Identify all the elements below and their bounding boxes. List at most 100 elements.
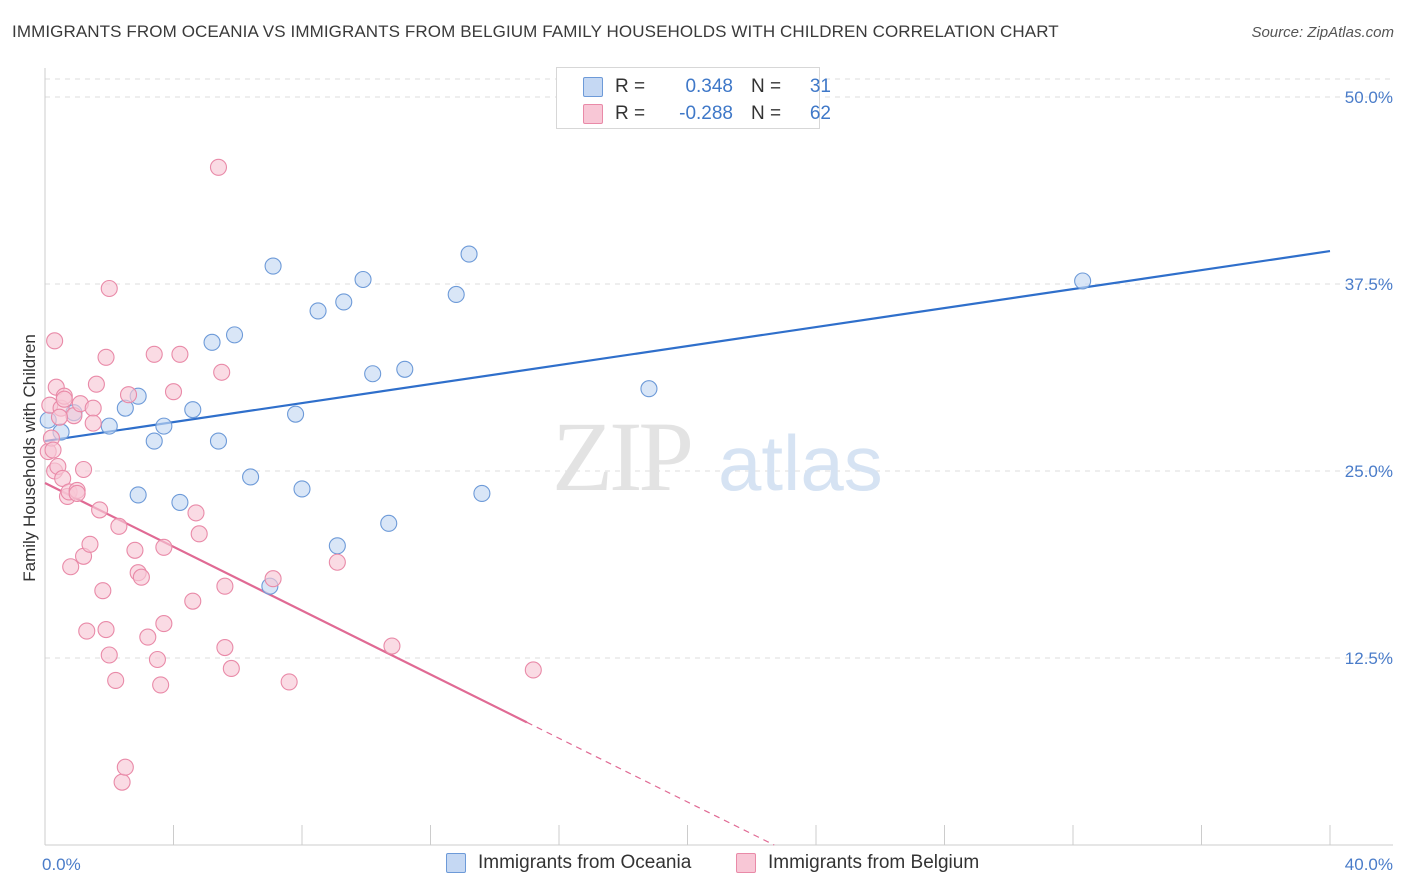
oceania-point [287,405,305,423]
n-value: 31 [809,76,831,97]
legend-item-oceania[interactable]: Immigrants from Oceania [446,852,691,874]
x-tick-label: 0.0% [42,855,81,874]
oceania-point [145,432,163,450]
belgium-point [113,773,131,791]
tick-labels: 12.5% 25.0% 37.5% 50.0% 0.0% 40.0% [42,88,1393,874]
legend-label-oceania: Immigrants from Oceania [478,852,692,873]
belgium-point [68,484,86,502]
belgium-point [50,408,69,426]
grid-lines [45,78,1393,659]
belgium-point [216,577,234,595]
belgium-point [152,676,170,694]
legend-row-belgium: R = -0.288 N = 62 [583,102,831,126]
belgium-point [97,621,115,639]
belgium-point [155,538,173,556]
belgium-point [148,650,166,669]
belgium-point [94,582,112,600]
y-tick-label: 37.5% [1345,275,1393,294]
oceania-legend-swatch [446,853,466,873]
belgium-point [280,673,298,691]
belgium-point [126,541,144,559]
y-axis-label: Family Households with Children [20,334,39,582]
belgium-point [84,399,102,417]
r-label: R = [615,76,646,97]
n-value: 62 [809,103,831,124]
belgium-point [222,659,240,678]
oceania-point [364,365,382,383]
belgium-point [116,758,134,776]
series-legend: Immigrants from Oceania Immigrants from … [0,852,1406,878]
oceania-point [264,257,282,275]
watermark: ZIP atlas [552,401,883,512]
y-tick-label: 25.0% [1345,462,1393,481]
oceania-point [242,468,260,486]
belgium-point [264,570,282,588]
oceania-point [209,432,228,450]
r-value: 0.348 [685,76,733,97]
belgium-trend-extension [526,721,775,846]
belgium-point [107,671,125,689]
belgium-point [383,637,401,655]
oceania-point [129,486,147,504]
belgium-point [213,363,231,381]
belgium-point [119,386,138,404]
belgium-point [75,460,93,479]
belgium-point [100,279,118,298]
oceania-point [203,333,221,351]
oceania-point [447,285,465,304]
belgium-point [187,504,205,522]
watermark-zip: ZIP [552,401,690,512]
oceania-point [354,270,372,289]
belgium-point [84,414,102,432]
belgium-point [91,501,109,519]
watermark-atlas: atlas [718,419,883,507]
belgium-point [62,558,80,576]
belgium-point [97,348,115,366]
oceania-trend-line [44,249,1331,443]
belgium-point [171,345,189,363]
belgium-point [44,441,62,459]
oceania-point [100,417,118,435]
oceania-point [640,380,658,398]
correlation-legend: R = 0.348 N = 31 R = -0.288 N = 62 [556,67,831,129]
belgium-point [110,517,128,535]
oceania-point [335,293,353,311]
oceania-point [460,245,478,263]
r-value: -0.288 [679,103,733,124]
n-label: N = [751,76,782,97]
belgium-point [155,615,173,633]
belgium-point [328,553,346,571]
oceania-point [328,537,346,555]
chart-title: IMMIGRANTS FROM OCEANIA VS IMMIGRANTS FR… [12,22,1059,41]
belgium-point [46,332,64,350]
oceania-swatch [583,77,603,97]
belgium-point [190,525,208,543]
belgium-point [184,592,202,610]
oceania-point [473,484,491,502]
oceania-point [309,302,327,320]
oceania-point [155,417,173,435]
n-label: N = [751,103,782,124]
belgium-point [100,646,118,664]
oceania-point [184,401,202,419]
oceania-point [380,514,398,532]
belgium-point [55,390,73,408]
oceania-point [396,360,414,378]
y-tick-label: 12.5% [1345,649,1393,668]
belgium-point [216,638,234,657]
belgium-legend-swatch [736,853,756,873]
oceania-point [225,326,244,344]
data-points [39,158,1092,791]
legend-label-belgium: Immigrants from Belgium [768,852,980,873]
y-tick-label: 50.0% [1345,88,1393,107]
oceania-point [1074,272,1092,290]
belgium-point [132,568,150,586]
belgium-point [164,383,183,401]
legend-item-belgium[interactable]: Immigrants from Belgium [736,852,979,874]
belgium-point [78,622,96,640]
source-label: Source: ZipAtlas.com [1251,24,1394,41]
belgium-point [209,158,228,176]
r-label: R = [615,103,646,124]
oceania-point [171,493,189,511]
